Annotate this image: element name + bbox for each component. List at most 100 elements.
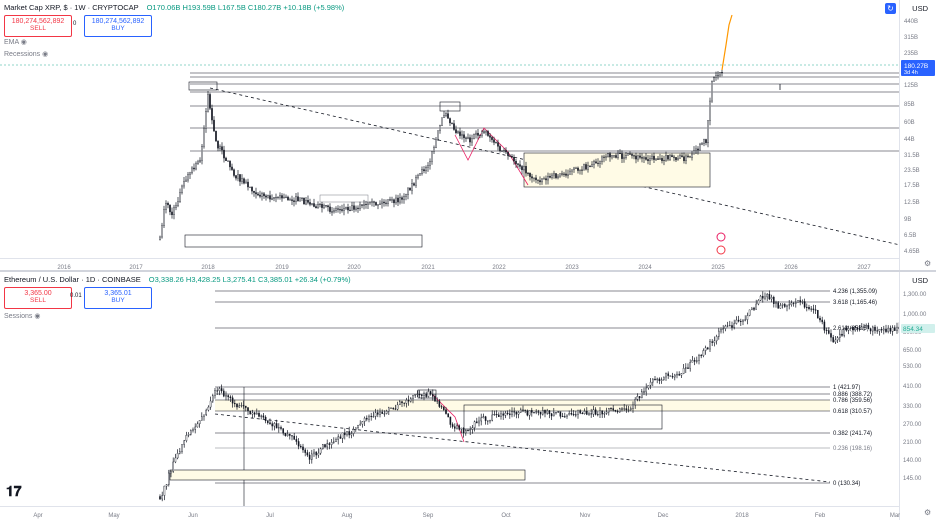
top-candle-body (191, 167, 193, 174)
bottom-candle-body (537, 411, 540, 413)
bottom-time-label: Sep (423, 513, 434, 519)
bottom-candle-body (291, 435, 293, 437)
top-candle-body (623, 157, 625, 159)
eye-icon[interactable]: ◉ (42, 51, 49, 58)
bottom-candle-body (698, 355, 700, 361)
bottom-sell-button[interactable]: 3,365.00 SELL (4, 287, 72, 309)
top-time-axis[interactable]: 2016 2017 2018 2019 2020 2021 2022 2023 2024 2025… (0, 258, 900, 271)
top-candle-body (409, 187, 411, 191)
settings-icon: ⚙ (924, 508, 931, 517)
top-candle-body (255, 192, 257, 195)
top-candle-body (167, 203, 169, 206)
bottom-candles (159, 290, 900, 502)
top-candle-body (235, 175, 237, 179)
top-candle-body (587, 165, 589, 170)
bottom-symbol[interactable]: Ethereum / U.S. Dollar · 1D · COINBASE (4, 275, 141, 284)
top-candle-body (581, 169, 583, 171)
top-candle-body (335, 208, 337, 211)
top-candle-body (177, 201, 179, 206)
top-candle-body (505, 150, 507, 153)
eye-icon[interactable]: ◉ (20, 39, 27, 46)
top-candle-body (411, 183, 413, 191)
bottom-candle-body (394, 408, 397, 410)
xrp-chart-pane[interactable]: Market Cap XRP, $ · 1W · CRYPTOCAP O170.… (0, 0, 936, 272)
top-currency[interactable]: USD (912, 4, 928, 13)
bottom-candle-body (550, 413, 553, 417)
bottom-candle-body (700, 355, 702, 357)
top-symbol[interactable]: Market Cap XRP, $ · 1W · CRYPTOCAP (4, 3, 139, 12)
top-candle-body (289, 199, 291, 201)
bottom-candle-body (814, 309, 817, 311)
live-icon[interactable]: ↻ (885, 3, 896, 14)
bottom-candle-body (663, 376, 665, 380)
bottom-candle-body (832, 337, 834, 343)
top-price-axis[interactable]: 440B 315B 235B 125B 85B 60B 44B 31.5B 23.5B 17.5B… (899, 0, 936, 270)
bottom-candle-body (405, 399, 408, 404)
xrp-plot-area[interactable] (0, 0, 900, 258)
indicator-sessions[interactable]: Sessions ◉ (4, 313, 41, 320)
top-candle-body (385, 202, 387, 204)
bottom-buy-button[interactable]: 3,365.01 BUY (84, 287, 152, 309)
eth-chart-pane[interactable]: Ethereum / U.S. Dollar · 1D · COINBASE O… (0, 272, 936, 520)
bottom-candle-body (768, 293, 771, 300)
bottom-candle-body (588, 413, 590, 415)
top-time-label: 2020 (347, 265, 361, 271)
fib-label: 4.236 (1,355.09) (833, 289, 877, 295)
top-candle-body (545, 178, 547, 181)
top-candle-body (381, 201, 383, 205)
top-candle-body (379, 203, 381, 205)
tradingview-logo-icon[interactable]: 𝟏𝟕 (6, 483, 22, 499)
bottom-accum-box (463, 404, 663, 430)
bottom-candle-body (379, 411, 381, 415)
top-candle-body (205, 111, 207, 129)
top-candle-body (465, 137, 467, 139)
bottom-candle-body (693, 360, 696, 362)
indicator-recessions[interactable]: Recessions ◉ (4, 51, 49, 58)
bottom-candle-body (161, 495, 164, 500)
top-candle-body (703, 139, 705, 144)
top-candle-body (271, 198, 273, 200)
top-candle-body (633, 155, 635, 157)
top-candle-body (325, 205, 327, 207)
bottom-candle-body (711, 341, 713, 343)
bottom-candle-body (363, 417, 366, 422)
eye-icon[interactable]: ◉ (34, 313, 41, 320)
top-candle-body (677, 158, 679, 161)
top-candle-body (333, 210, 335, 213)
top-candle-body (195, 163, 197, 170)
bottom-candle-body (674, 374, 676, 378)
bottom-candle-body (194, 426, 197, 430)
bottom-candle-body (645, 387, 647, 393)
bottom-candle-body (544, 410, 546, 414)
bottom-price-axis[interactable]: 1,300.001,000.00800.00650.00530.00410.00… (899, 272, 936, 520)
bottom-candle-body (669, 375, 672, 377)
top-candle-body (595, 161, 597, 164)
bottom-time-axis[interactable]: Apr May Jun Jul Aug Sep Oct Nov Dec 2018 Feb Mar (0, 506, 900, 519)
bottom-candle-body (286, 433, 289, 436)
top-sell-button[interactable]: 180,274,562,892 SELL (4, 15, 72, 37)
top-candle-body (635, 155, 637, 160)
bottom-candle-body (707, 347, 709, 350)
top-price-label: 44B (904, 137, 915, 143)
bottom-currency[interactable]: USD (912, 276, 928, 285)
top-candle-body (261, 193, 263, 197)
top-buy-button[interactable]: 180,274,562,892 BUY (84, 15, 152, 37)
top-candle-body (719, 72, 721, 76)
bottom-candle-body (660, 379, 663, 381)
top-candle-body (159, 236, 161, 240)
top-candle-body (317, 204, 319, 209)
top-candle-body (203, 128, 205, 147)
bottom-candle-body (839, 333, 841, 338)
top-candle-body (403, 196, 405, 200)
indicator-ema[interactable]: EMA ◉ (4, 39, 27, 46)
top-candle-body (331, 211, 333, 213)
top-candle-body (681, 155, 683, 157)
top-candle-body (433, 147, 435, 152)
top-candle-body (373, 201, 375, 203)
flag-icon (716, 245, 726, 255)
top-candle-body (223, 149, 225, 159)
eth-plot-area[interactable]: 4.236 (1,355.09) 3.618 (1,165.46) 2.618 (8… (0, 272, 900, 506)
top-candle-body (693, 150, 695, 155)
top-candle-body (721, 72, 723, 74)
bottom-candle-body (691, 360, 694, 363)
